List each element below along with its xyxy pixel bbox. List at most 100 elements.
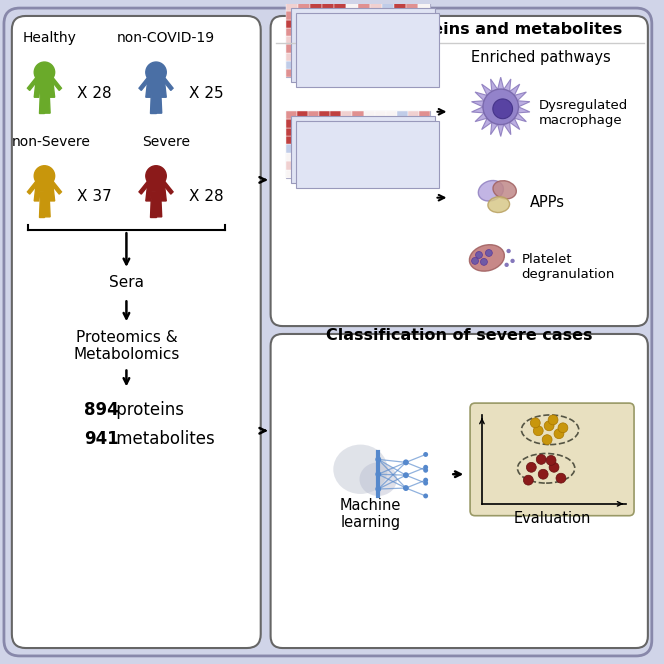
Bar [286, 136, 297, 144]
Circle shape [483, 89, 519, 125]
Bar [298, 69, 310, 77]
Bar [358, 3, 370, 11]
Bar [386, 161, 396, 169]
Bar [286, 119, 297, 127]
Bar [394, 60, 406, 69]
Bar [334, 36, 346, 44]
Bar [358, 60, 370, 69]
Bar [418, 127, 430, 136]
Bar [346, 69, 358, 77]
Circle shape [533, 426, 543, 436]
Bar [386, 127, 396, 136]
Ellipse shape [469, 245, 505, 271]
Bar [286, 44, 298, 52]
Bar [418, 20, 430, 28]
Polygon shape [139, 77, 150, 90]
Bar [370, 52, 382, 60]
Bar [331, 153, 341, 161]
Bar [374, 169, 386, 178]
Bar [297, 119, 309, 127]
Bar [394, 52, 406, 60]
Polygon shape [44, 88, 50, 113]
Bar [298, 20, 310, 28]
Bar [341, 169, 353, 178]
Circle shape [527, 462, 537, 472]
Bar [334, 44, 346, 52]
FancyBboxPatch shape [4, 8, 652, 656]
Bar [386, 136, 396, 144]
Bar [309, 111, 319, 119]
Circle shape [35, 62, 54, 82]
Bar [334, 52, 346, 60]
Bar [394, 36, 406, 44]
Bar [374, 119, 386, 127]
Bar [298, 36, 310, 44]
Text: X 28: X 28 [189, 189, 223, 205]
Bar [319, 161, 331, 169]
Bar [374, 111, 386, 119]
Bar [297, 161, 309, 169]
Bar [346, 28, 358, 36]
Circle shape [423, 477, 428, 483]
Polygon shape [50, 77, 62, 90]
Bar [310, 36, 322, 44]
Text: 894: 894 [84, 401, 119, 419]
Bar [353, 119, 363, 127]
Bar [358, 11, 370, 20]
Bar [319, 111, 331, 119]
Bar [353, 144, 363, 153]
Bar [297, 111, 309, 119]
Bar [370, 11, 382, 20]
Bar [363, 153, 374, 161]
Bar [353, 153, 363, 161]
Bar [406, 60, 418, 69]
Polygon shape [39, 192, 44, 217]
Bar [331, 169, 341, 178]
Bar [319, 144, 331, 153]
Bar [353, 111, 363, 119]
Bar [408, 144, 418, 153]
Bar [408, 136, 418, 144]
Circle shape [505, 263, 509, 267]
Bar [309, 136, 319, 144]
Bar [358, 20, 370, 28]
Bar [310, 20, 322, 28]
Text: Severe: Severe [142, 135, 190, 149]
Bar [418, 69, 430, 77]
Circle shape [507, 249, 511, 253]
Bar [396, 161, 408, 169]
Bar [286, 28, 298, 36]
Bar [363, 127, 374, 136]
Bar [353, 136, 363, 144]
Bar [286, 60, 298, 69]
FancyBboxPatch shape [12, 16, 261, 648]
Bar [310, 44, 322, 52]
Ellipse shape [478, 181, 503, 201]
Bar [331, 127, 341, 136]
Bar [298, 11, 310, 20]
Bar [310, 3, 322, 11]
Bar [346, 44, 358, 52]
Circle shape [493, 99, 513, 119]
Circle shape [556, 473, 566, 483]
Bar [286, 144, 297, 153]
Polygon shape [471, 77, 530, 137]
Bar [353, 169, 363, 178]
Bar [406, 69, 418, 77]
Bar [418, 60, 430, 69]
Bar [406, 52, 418, 60]
Polygon shape [146, 77, 166, 97]
Ellipse shape [488, 197, 509, 212]
Bar [286, 153, 297, 161]
Bar [382, 52, 394, 60]
Bar [382, 11, 394, 20]
Bar [334, 28, 346, 36]
Bar [394, 20, 406, 28]
Circle shape [475, 252, 483, 258]
Circle shape [403, 472, 409, 478]
Bar [310, 11, 322, 20]
Text: Metabolomics: Metabolomics [297, 163, 398, 179]
Bar [408, 119, 418, 127]
Bar [286, 111, 297, 119]
Bar [370, 60, 382, 69]
